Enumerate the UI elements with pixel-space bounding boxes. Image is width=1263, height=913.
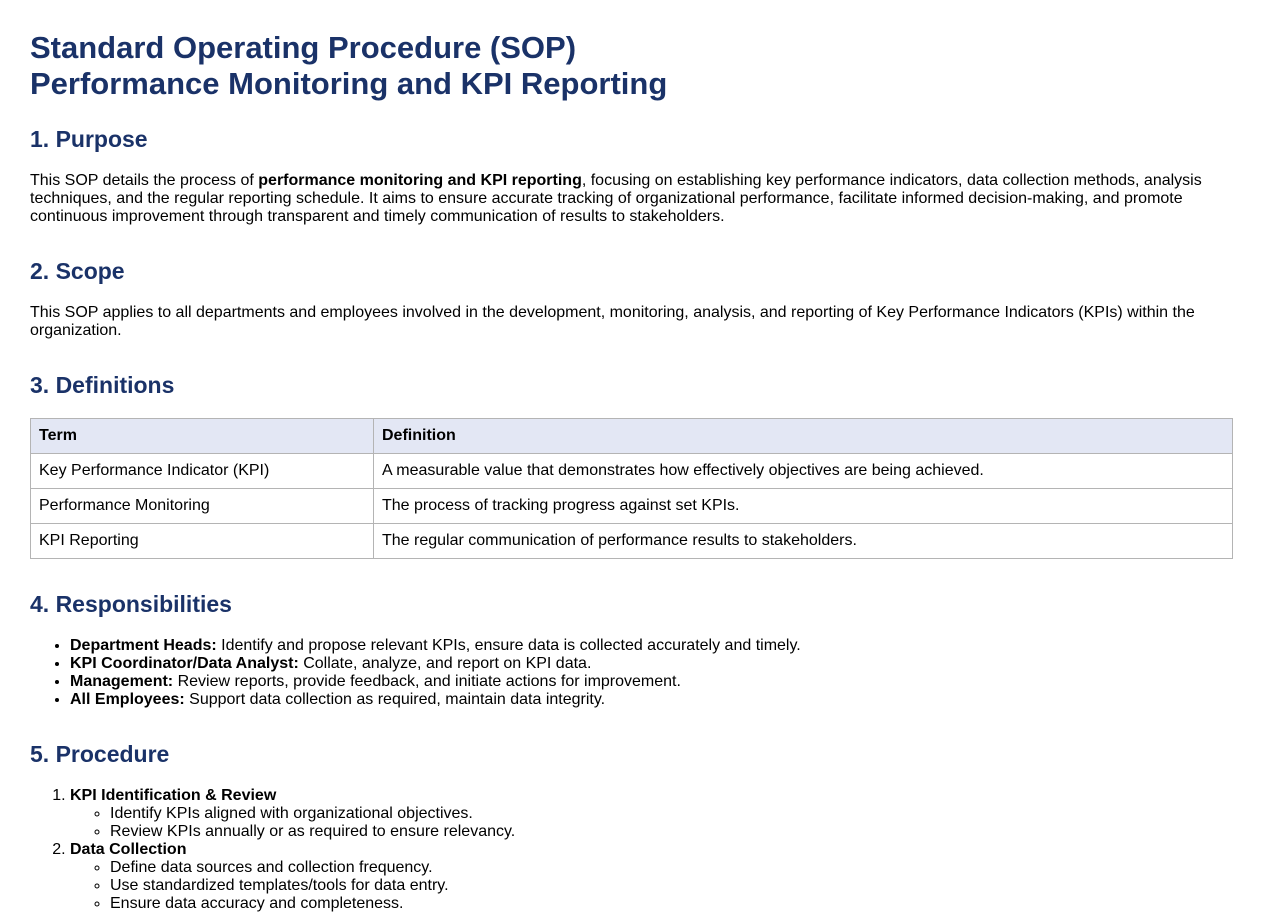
list-item: Use standardized templates/tools for dat… xyxy=(110,877,1233,895)
role-text: Collate, analyze, and report on KPI data… xyxy=(298,655,592,672)
term-cell: Performance Monitoring xyxy=(30,488,374,524)
responsibilities-heading: 4. Responsibilities xyxy=(30,591,232,617)
definition-cell: The process of tracking progress against… xyxy=(373,488,1233,524)
step-items: Define data sources and collection frequ… xyxy=(70,859,1233,913)
role-label: All Employees: xyxy=(70,691,185,708)
table-row: Key Performance Indicator (KPI) A measura… xyxy=(30,453,1233,489)
list-item: Identify KPIs aligned with organizationa… xyxy=(110,805,1233,823)
list-item: All Employees: Support data collection a… xyxy=(70,691,1233,709)
purpose-text-end: , focusing on establishing key performan… xyxy=(30,172,1202,225)
procedure-step: Data Collection Define data sources and … xyxy=(70,841,1233,913)
list-item: Review KPIs annually or as required to e… xyxy=(110,823,1233,841)
list-item: Define data sources and collection frequ… xyxy=(110,859,1233,877)
role-text: Identify and propose relevant KPIs, ensu… xyxy=(216,637,801,654)
table-row: KPI Reporting The regular communication o… xyxy=(30,523,1233,559)
term-cell: KPI Reporting xyxy=(30,523,374,559)
responsibilities-list: Department Heads: Identify and propose r… xyxy=(30,637,1233,709)
procedure-heading: 5. Procedure xyxy=(30,741,170,767)
list-item: Ensure data accuracy and completeness. xyxy=(110,895,1233,913)
definition-cell: A measurable value that demonstrates how… xyxy=(373,453,1233,489)
definitions-heading: 3. Definitions xyxy=(30,372,175,398)
purpose-bold: performance monitoring and KPI reporting xyxy=(258,172,582,189)
role-label: Department Heads: xyxy=(70,637,217,654)
role-text: Review reports, provide feedback, and in… xyxy=(173,673,681,690)
list-item: KPI Coordinator/Data Analyst: Collate, a… xyxy=(70,655,1233,673)
procedure-step: KPI Identification & Review Identify KPI… xyxy=(70,787,1233,841)
table-header-row: Term Definition xyxy=(30,418,1233,454)
term-cell: Key Performance Indicator (KPI) xyxy=(30,453,374,489)
procedure-list: KPI Identification & Review Identify KPI… xyxy=(30,787,1233,913)
title-line-2: Performance Monitoring and KPI Reporting xyxy=(30,66,668,101)
column-header-term: Term xyxy=(30,418,374,454)
purpose-text-start: This SOP details the process of xyxy=(30,172,259,189)
role-label: Management: xyxy=(70,673,174,690)
purpose-heading: 1. Purpose xyxy=(30,126,148,152)
step-items: Identify KPIs aligned with organizationa… xyxy=(70,805,1233,841)
list-item: Department Heads: Identify and propose r… xyxy=(70,637,1233,655)
page-title: Standard Operating Procedure (SOP) Perfor… xyxy=(30,30,1233,102)
list-item: Management: Review reports, provide feed… xyxy=(70,673,1233,691)
definitions-table: Term Definition Key Performance Indicator… xyxy=(30,418,1233,559)
role-label: KPI Coordinator/Data Analyst: xyxy=(70,655,299,672)
step-title: KPI Identification & Review xyxy=(70,787,277,804)
role-text: Support data collection as required, mai… xyxy=(184,691,606,708)
scope-heading: 2. Scope xyxy=(30,258,125,284)
column-header-definition: Definition xyxy=(373,418,1233,454)
purpose-text: This SOP details the process of performa… xyxy=(30,172,1233,226)
scope-text: This SOP applies to all departments and … xyxy=(30,304,1195,339)
title-line-1: Standard Operating Procedure (SOP) xyxy=(30,30,577,65)
table-row: Performance Monitoring The process of tra… xyxy=(30,488,1233,524)
definition-cell: The regular communication of performance… xyxy=(373,523,1233,559)
step-title: Data Collection xyxy=(70,841,187,858)
